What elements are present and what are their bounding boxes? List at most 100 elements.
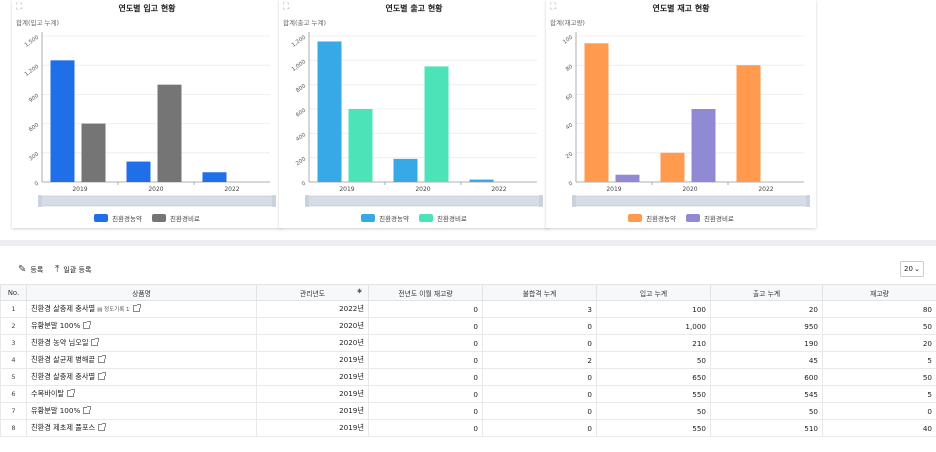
cell-product-name[interactable]: 친환경 살충제 충사멸 ▤ 정도기록 1: [26, 300, 257, 318]
navigator-handle-left: [572, 195, 576, 207]
cell-carryover: 0: [368, 334, 483, 352]
cell-carryover: 0: [368, 300, 483, 318]
register-button[interactable]: ✎ 등록: [18, 264, 43, 275]
external-link-icon[interactable]: [83, 406, 92, 414]
y-tick-label: 600: [295, 107, 307, 118]
cell-fail-total: 0: [482, 334, 597, 352]
page-size-select[interactable]: 20 ⌄: [900, 261, 924, 277]
cell-product-name[interactable]: 친환경 살균제 병해끝: [26, 351, 257, 369]
x-tick-label: 2020: [148, 186, 163, 193]
legend-item[interactable]: 친환경비료: [152, 213, 200, 223]
cell-year: 2019년: [256, 402, 369, 420]
col-carryover[interactable]: 전년도 이월 재고량: [368, 284, 483, 301]
cell-stock: 40: [822, 419, 936, 437]
external-link-icon[interactable]: [132, 304, 141, 312]
x-tick-label: 2020: [415, 186, 430, 193]
bar: [81, 123, 106, 182]
bar: [348, 109, 373, 182]
cell-no: 1: [0, 300, 27, 318]
legend-item[interactable]: 친환경농약: [628, 213, 676, 223]
table-row[interactable]: 2 유황분말 100% 2020년 0 0 1,000 950 50: [0, 317, 936, 335]
expand-icon[interactable]: ⛶: [16, 2, 23, 12]
external-link-icon[interactable]: [83, 321, 92, 329]
cell-year: 2022년: [256, 300, 369, 318]
cell-year: 2019년: [256, 385, 369, 403]
product-name-text: 친환경 제초제 풀포스: [31, 423, 96, 432]
legend-label: 친환경비료: [170, 215, 200, 223]
table-row[interactable]: 8 친환경 제초제 풀포스 2019년 0 0 550 510 40: [0, 419, 936, 437]
table-row[interactable]: 1 친환경 살충제 충사멸 ▤ 정도기록 1 2022년 0 3 100 20 80: [0, 300, 936, 318]
bar: [157, 84, 182, 182]
cell-year: 2020년: [256, 317, 369, 335]
cell-product-name[interactable]: 유황분말 100%: [26, 317, 257, 335]
external-link-icon[interactable]: [98, 423, 107, 431]
product-name-text: 친환경 살충제 충사멸: [31, 304, 96, 313]
table-row[interactable]: 4 친환경 살균제 병해끝 2019년 0 2 50 45 5: [0, 351, 936, 369]
table-body: 1 친환경 살충제 충사멸 ▤ 정도기록 1 2022년 0 3 100 20 80 2 유황분말 …: [0, 300, 936, 437]
cell-fail-total: 3: [482, 300, 597, 318]
y-tick-label: 600: [28, 122, 40, 133]
col-inbound-total[interactable]: 입고 누계: [596, 284, 711, 301]
cell-inbound-total: 210: [596, 334, 711, 352]
table-row[interactable]: 3 친환경 농약 님오일 2020년 0 0 210 190 20: [0, 334, 936, 352]
cell-product-name[interactable]: 친환경 제초제 풀포스: [26, 419, 257, 437]
y-tick-label: 200: [295, 156, 307, 167]
table-row[interactable]: 5 친환경 살충제 충사멸 2019년 0 0 650 600 50: [0, 368, 936, 386]
col-no[interactable]: No.: [0, 284, 27, 301]
bar: [50, 60, 75, 183]
col-fail-total[interactable]: 불합격 누계: [482, 284, 597, 301]
sort-icon[interactable]: ✱: [356, 287, 362, 295]
cell-outbound-total: 20: [710, 300, 823, 318]
x-tick-label: 2019: [339, 186, 354, 193]
cell-product-name[interactable]: 유황분말 100%: [26, 402, 257, 420]
expand-icon[interactable]: ⛶: [550, 2, 557, 12]
legend-swatch: [94, 214, 109, 222]
upload-icon: ⤒: [55, 264, 60, 275]
cell-fail-total: 0: [482, 368, 597, 386]
external-link-icon[interactable]: [98, 355, 107, 363]
bar-chart: 0 200 400 600 800 1,000 1,200 2019 2020 2022: [291, 32, 543, 207]
chevron-down-icon: ⌄: [914, 265, 920, 273]
y-tick-label: 0: [568, 180, 575, 187]
table-header-row: No. 상품명 관리년도 ✱ 전년도 이월 재고량 불합격 누계 입고 누계 출…: [0, 284, 936, 301]
cell-inbound-total: 650: [596, 368, 711, 386]
x-tick-label: 2019: [606, 186, 621, 193]
product-name-text: 유황분말 100%: [31, 321, 81, 330]
cell-inbound-total: 1,000: [596, 317, 711, 335]
y-tick-label: 80: [565, 64, 575, 73]
legend-item[interactable]: 친환경비료: [686, 213, 734, 223]
y-tick-label: 1,500: [24, 34, 41, 48]
page-size-value: 20: [904, 265, 913, 273]
col-year[interactable]: 관리년도 ✱: [256, 284, 369, 301]
expand-icon[interactable]: ⛶: [283, 2, 290, 12]
cell-product-name[interactable]: 친환경 농약 님오일: [26, 334, 257, 352]
bar: [317, 41, 342, 182]
col-outbound-total[interactable]: 출고 누계: [710, 284, 823, 301]
navigator-handle-left: [305, 195, 309, 207]
product-name-text: 친환경 살충제 충사멸: [31, 372, 96, 381]
legend-item[interactable]: 친환경비료: [419, 213, 467, 223]
col-stock[interactable]: 재고량: [822, 284, 936, 301]
bulk-register-button[interactable]: ⤒ 일괄 등록: [55, 264, 91, 275]
external-link-icon[interactable]: [67, 389, 76, 397]
table-row[interactable]: 6 수목바이탈 2019년 0 0 550 545 5: [0, 385, 936, 403]
legend-item[interactable]: 친환경농약: [361, 213, 409, 223]
cell-carryover: 0: [368, 419, 483, 437]
x-tick-label: 2022: [224, 186, 239, 193]
y-tick-label: 40: [565, 122, 575, 131]
cell-no: 6: [0, 385, 27, 403]
external-link-icon[interactable]: [98, 372, 107, 380]
bar: [126, 161, 151, 182]
external-link-icon[interactable]: [91, 338, 100, 346]
legend-label: 친환경비료: [437, 215, 467, 223]
legend-swatch: [686, 214, 700, 222]
y-tick-label: 300: [28, 151, 40, 162]
legend-item[interactable]: 친환경농약: [94, 213, 142, 223]
bar: [424, 66, 449, 182]
table-row[interactable]: 7 유황분말 100% 2019년 0 0 50 50 0: [0, 402, 936, 420]
cell-fail-total: 0: [482, 385, 597, 403]
y-tick-label: 800: [295, 83, 307, 94]
col-product-name[interactable]: 상품명: [26, 284, 257, 301]
cell-product-name[interactable]: 수목바이탈: [26, 385, 257, 403]
cell-product-name[interactable]: 친환경 살충제 충사멸: [26, 368, 257, 386]
